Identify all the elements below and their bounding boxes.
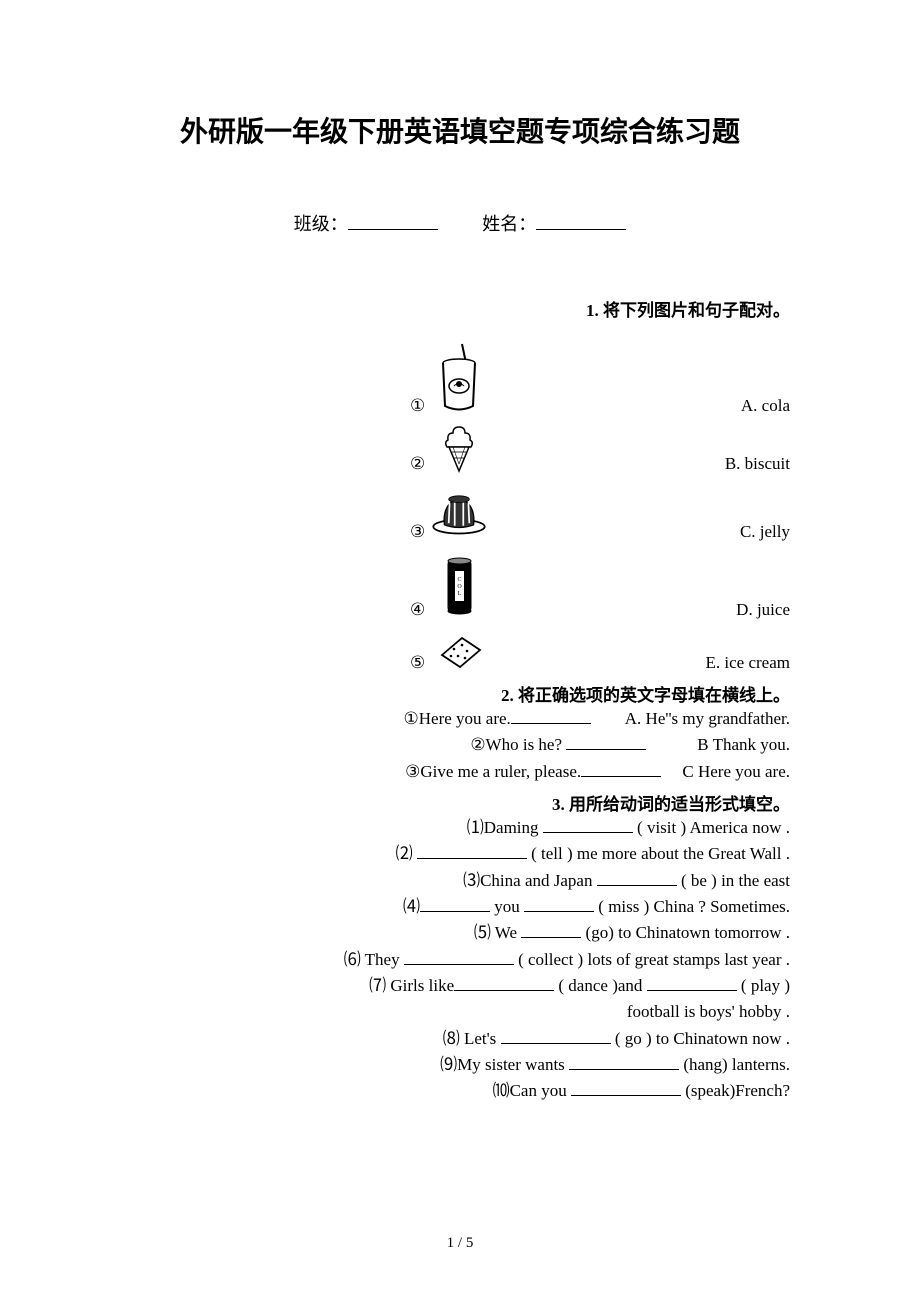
section2-block: ①Here you are. A. He''s my grandfather. … — [130, 706, 790, 785]
q3-10: ⑽Can you (speak)French? — [130, 1078, 790, 1104]
document-title: 外研版一年级下册英语填空题专项综合练习题 — [130, 110, 790, 150]
match-num-5: ⑤ — [410, 653, 425, 673]
blank-3-3[interactable] — [597, 872, 677, 886]
juice-cup-icon — [429, 341, 489, 416]
class-blank[interactable] — [348, 212, 438, 230]
svg-text:C: C — [457, 577, 461, 583]
q3-9: ⑼My sister wants (hang) lanterns. — [130, 1052, 790, 1078]
q3-7-line2: football is boys' hobby . — [130, 999, 790, 1025]
blank-3-10[interactable] — [571, 1082, 681, 1096]
blank-2-2[interactable] — [566, 736, 646, 750]
section3-heading: 3. 用所给动词的适当形式填空。 — [130, 790, 790, 815]
q3-7: ⑺ Girls like ( dance )and ( play ) — [130, 973, 790, 999]
match-answer-c: C. jelly — [740, 522, 790, 542]
svg-text:O: O — [457, 584, 462, 590]
blank-3-1[interactable] — [543, 819, 633, 833]
name-blank[interactable] — [536, 212, 626, 230]
blank-3-9[interactable] — [569, 1056, 679, 1070]
blank-3-7b[interactable] — [647, 977, 737, 991]
section2-heading: 2. 将正确选项的英文字母填在横线上。 — [130, 681, 790, 706]
match-row-4: ④ C O L D. juice — [410, 550, 790, 620]
blank-3-8[interactable] — [501, 1030, 611, 1044]
match-answer-d: D. juice — [736, 600, 790, 620]
q3-2: ⑵ ( tell ) me more about the Great Wall … — [130, 841, 790, 867]
match-num-3: ③ — [410, 522, 425, 542]
match-num-1: ① — [410, 396, 425, 416]
blank-3-4a[interactable] — [420, 898, 490, 912]
section3-block: ⑴Daming ( visit ) America now . ⑵ ( tell… — [130, 815, 790, 1105]
match-row-1: ① A. cola — [410, 341, 790, 416]
match-num-2: ② — [410, 454, 425, 474]
q3-5: ⑸ We (go) to Chinatown tomorrow . — [130, 920, 790, 946]
matching-exercise: ① A. cola ② — [410, 341, 790, 673]
match-row-3: ③ C. jelly — [410, 482, 790, 542]
q3-4: ⑷ you ( miss ) China ? Sometimes. — [130, 894, 790, 920]
blank-3-2[interactable] — [417, 845, 527, 859]
match-answer-e: E. ice cream — [706, 653, 790, 673]
blank-3-7a[interactable] — [454, 977, 554, 991]
ice-cream-icon — [429, 424, 489, 474]
blank-3-6[interactable] — [404, 951, 514, 965]
page-number: 1 / 5 — [0, 1235, 920, 1252]
blank-3-4b[interactable] — [524, 898, 594, 912]
q3-3: ⑶China and Japan ( be ) in the east — [130, 868, 790, 894]
class-label: 班级： — [294, 210, 348, 236]
match-row-5: ⑤ E. ice cream — [410, 628, 790, 673]
section1-heading: 1. 将下列图片和句子配对。 — [130, 296, 790, 321]
student-info-row: 班级： 姓名： — [130, 210, 790, 236]
jelly-icon — [429, 482, 489, 542]
q2-line3: ③Give me a ruler, please. C Here you are… — [130, 759, 790, 785]
match-answer-a: A. cola — [741, 396, 790, 416]
q2-line2: ②Who is he? B Thank you. — [130, 732, 790, 758]
svg-text:L: L — [457, 591, 461, 597]
name-label: 姓名： — [482, 210, 536, 236]
blank-2-1[interactable] — [511, 710, 591, 724]
q3-8: ⑻ Let's ( go ) to Chinatown now . — [130, 1026, 790, 1052]
match-num-4: ④ — [410, 600, 425, 620]
cola-can-icon: C O L — [429, 550, 489, 620]
biscuit-icon — [429, 628, 489, 673]
q2-line1: ①Here you are. A. He''s my grandfather. — [130, 706, 790, 732]
match-row-2: ② B. biscuit — [410, 424, 790, 474]
blank-2-3[interactable] — [581, 763, 661, 777]
q3-1: ⑴Daming ( visit ) America now . — [130, 815, 790, 841]
q3-6: ⑹ They ( collect ) lots of great stamps … — [130, 947, 790, 973]
match-answer-b: B. biscuit — [725, 454, 790, 474]
blank-3-5[interactable] — [521, 924, 581, 938]
